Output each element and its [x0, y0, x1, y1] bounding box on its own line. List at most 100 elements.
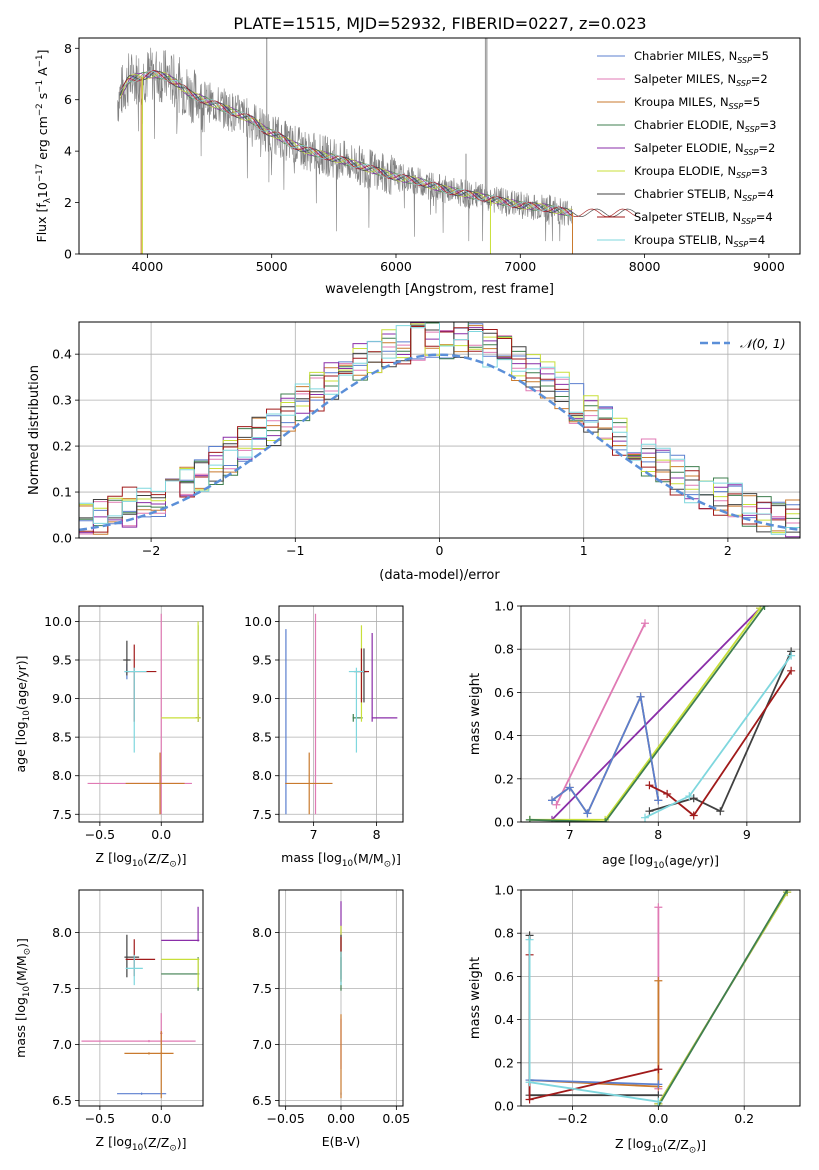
label-part: −1: [35, 54, 45, 67]
weight-marker: [654, 903, 663, 912]
weight-marker: [787, 666, 796, 675]
legend-text: Chabrier MILES, N: [634, 49, 737, 63]
weight-marker: [601, 818, 610, 822]
label-part: ]: [35, 50, 50, 55]
y-tick-label: 0.3: [52, 393, 72, 408]
weight-marker: [583, 809, 592, 818]
x-tick-label: 4000: [131, 259, 163, 274]
weight_vs_age-xlabel: age [log10(age/yr)]: [602, 852, 719, 871]
mass_vs_Z-ylabel: mass [log10(M/M⊙)]: [13, 938, 33, 1058]
weight-marker: [689, 811, 698, 820]
x-tick-label: 5000: [256, 259, 288, 274]
weight-marker: [663, 789, 672, 798]
label-part: (Z/Z: [143, 1135, 169, 1150]
weight-marker: [525, 1078, 534, 1087]
y-tick-label: 9.5: [52, 653, 72, 668]
residual-ylabel: Normed distribution: [27, 365, 42, 495]
age_vs_Z-xlabel: Z [log10(Z/Z⊙)]: [96, 850, 187, 870]
weight-marker: [654, 1097, 663, 1106]
legend-sub: SSP: [745, 125, 760, 134]
legend-suffix: =3: [760, 118, 777, 132]
x-tick-label: −0.2: [557, 1111, 587, 1126]
y-tick-label: 0.4: [52, 347, 72, 362]
x-tick-label: 7: [566, 827, 574, 842]
mass_vs_Z-frame: [78, 889, 204, 1107]
y-tick-label: 2: [64, 195, 72, 210]
weight_vs_Z-plot-area: [525, 890, 792, 1106]
y-tick-label: 0.4: [494, 728, 514, 743]
weight-line-0: [555, 622, 646, 806]
weight-marker: [636, 692, 645, 701]
label-part: (M/M: [353, 851, 384, 866]
model-fit-7: [119, 70, 638, 218]
weight_vs_age-frame: [520, 605, 801, 823]
legend-suffix: =5: [752, 49, 769, 63]
weight-marker: [525, 1095, 534, 1104]
weight-marker: [525, 815, 534, 822]
label-part: 10: [22, 986, 32, 997]
x-tick-label: 0.0: [151, 1111, 171, 1126]
weight_vs_age-plot-area: [525, 606, 796, 822]
legend-suffix: =4: [757, 187, 774, 201]
label-part: erg cm: [35, 116, 50, 164]
age_vs_mass-axes: 7 8 7.5 8.0 8.5 9.0 9.5 10.0: [244, 606, 403, 842]
weight-marker: [689, 794, 698, 803]
x-tick-label: 0.0: [151, 827, 171, 842]
legend-sub: SSP: [736, 79, 751, 88]
legend-label-1: Salpeter MILES, NSSP=2: [634, 72, 768, 88]
x-tick-label: 6000: [380, 259, 412, 274]
age_vs_Z-plot-area: [87, 613, 201, 815]
x-tick-label: 7000: [504, 259, 536, 274]
legend-sub: SSP: [734, 240, 749, 249]
y-tick-label: 6: [64, 92, 72, 107]
weight-marker: [641, 813, 649, 822]
y-tick-label: 10.0: [44, 614, 72, 629]
spectrum-axes: 4000 5000 6000 7000 8000 9000 0 2 4 6 8: [64, 41, 785, 274]
label-part: −17: [35, 164, 45, 182]
spectrum-frame: [78, 37, 801, 255]
legend-sub: SSP: [729, 102, 744, 111]
weight-marker: [565, 783, 574, 792]
weight-line-3: [657, 890, 788, 1106]
x-tick-label: −0.5: [85, 1111, 115, 1126]
legend-label-6: Chabrier STELIB, NSSP=4: [634, 187, 774, 203]
y-tick-label: 6.5: [52, 1093, 72, 1108]
label-part: 10: [132, 1143, 143, 1153]
label-part: Z [log: [96, 850, 132, 865]
model-fit-6: [119, 70, 638, 218]
label-part: Flux [f: [34, 203, 49, 243]
y-tick-label: 0.4: [494, 1012, 514, 1027]
y-tick-label: 8.5: [252, 730, 272, 745]
label-part: (age/yr)]: [664, 853, 719, 868]
label-part: ⊙: [23, 948, 33, 955]
y-tick-label: 7.0: [52, 1037, 72, 1052]
residual-xlabel: (data-model)/error: [379, 568, 500, 583]
age_vs_mass-xlabel: mass [log10(M/M⊙)]: [281, 850, 401, 870]
x-tick-label: 0.0: [648, 1111, 668, 1126]
legend-gauss-label: 𝒩(0, 1): [740, 336, 786, 351]
y-tick-label: 0.0: [52, 531, 72, 546]
weight-marker: [654, 1065, 663, 1074]
label-part: mass [log: [13, 997, 28, 1058]
legend-suffix: =3: [751, 164, 768, 178]
x-tick-label: 2: [724, 543, 732, 558]
label-part: )]: [177, 852, 187, 867]
label-part: )]: [391, 852, 401, 867]
y-tick-label: 1.0: [494, 599, 514, 614]
y-tick-label: 0.2: [52, 439, 72, 454]
y-tick-label: 0.2: [494, 771, 514, 786]
x-tick-label: 8: [373, 827, 381, 842]
x-tick-label: 9: [743, 827, 751, 842]
x-tick-label: 0.2: [734, 1111, 754, 1126]
label-part: age [log: [13, 721, 28, 772]
weight-line-7: [649, 670, 792, 817]
x-tick-label: 1: [580, 543, 588, 558]
label-part: mass [log: [281, 850, 342, 865]
label-part: 10: [652, 1145, 663, 1155]
y-tick-label: 0.6: [494, 969, 514, 984]
age_vs_Z-ylabel: age [log10(age/yr)]: [13, 655, 32, 772]
label-part: 10: [35, 182, 50, 198]
label-part: s: [35, 93, 50, 104]
weight-line-5: [529, 1079, 659, 1086]
legend-label-7: Salpeter STELIB, NSSP=4: [634, 210, 773, 226]
